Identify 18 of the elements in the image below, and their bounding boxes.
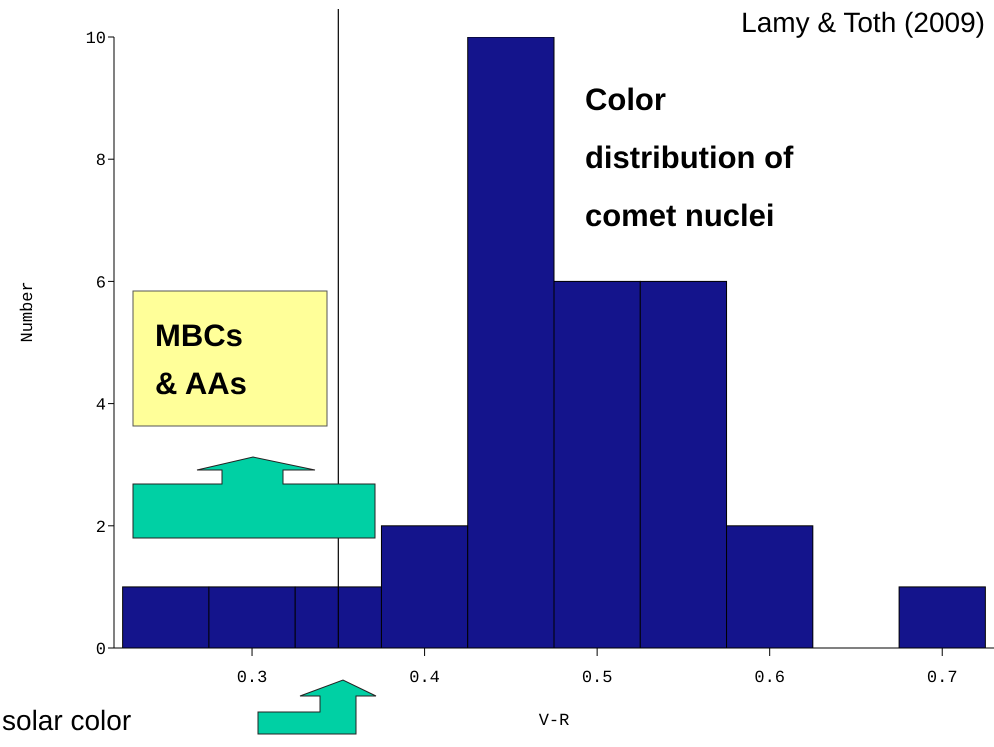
annotation: Lamy & Toth (2009) — [741, 7, 985, 38]
x-axis-title: V-R — [538, 712, 570, 731]
x-tick-label: 0.3 — [236, 669, 268, 688]
y-tick-label: 6 — [96, 274, 106, 294]
ref-line-label: solar color — [2, 705, 132, 736]
note-box: MBCs & AAs — [132, 290, 328, 426]
x-tick-label: 0.4 — [409, 669, 440, 688]
y-tick-label: 4 — [96, 396, 106, 416]
annotation: MBCs & AAs — [155, 318, 247, 401]
y-tick-label: 0 — [96, 641, 106, 660]
y-axis-title: Number — [19, 281, 38, 342]
x-tick-label: 0.5 — [582, 669, 612, 688]
y-tick-label: 8 — [96, 152, 106, 172]
annotation: Color distribution of comet nuclei — [585, 82, 794, 233]
y-tick-label: 2 — [96, 518, 106, 538]
x-tick-label: 0.6 — [754, 669, 785, 688]
y-tick-label: 10 — [86, 30, 106, 50]
x-tick-label: 0.7 — [926, 669, 958, 688]
